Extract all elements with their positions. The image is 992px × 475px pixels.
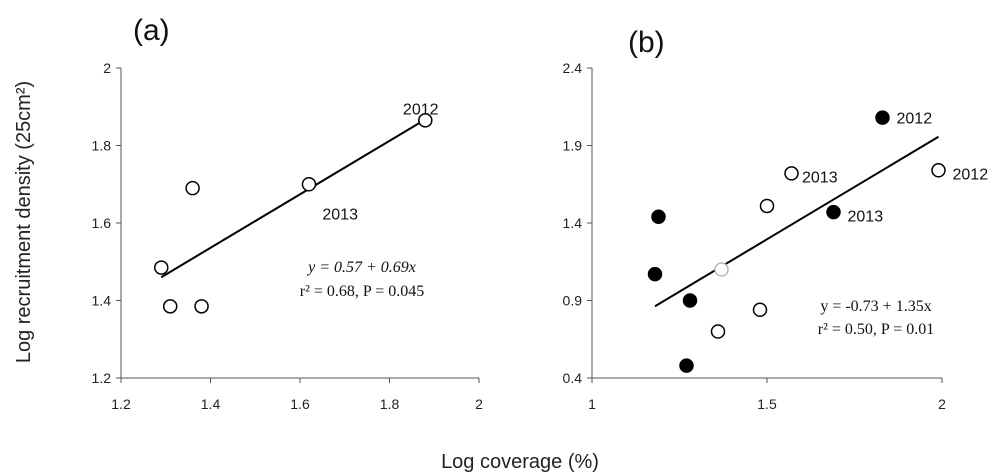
panel-b-x-tick-label: 1 <box>588 396 596 412</box>
panel-a-y-tick-label: 1.8 <box>92 138 112 154</box>
panel-a-x-tick-label: 1.6 <box>290 396 310 412</box>
panel-b-filled-point <box>682 293 698 308</box>
panel-a-open-point <box>185 180 200 196</box>
panel-b-regression-line <box>654 135 940 308</box>
panel-b-equation-line1: y = -0.73 + 1.35x <box>820 298 931 315</box>
panel-b-year-annotation: 2012 <box>897 111 933 128</box>
panel-b-y-tick-label: 2.4 <box>563 60 583 76</box>
panel-a-x-tick-label: 2 <box>475 396 483 412</box>
panel-a-regression-line <box>160 118 426 279</box>
panel-b: (b) y = -0.73 + 1.35x r² = 0.50, P = 0.0… <box>563 26 989 412</box>
panel-b-y-tick-label: 1.4 <box>563 215 583 231</box>
panel-b-year-annotation: 2013 <box>802 170 838 187</box>
panel-b-y-tick-label: 0.9 <box>563 293 583 309</box>
panel-a-equation-line2: r² = 0.68, P = 0.045 <box>300 283 424 300</box>
panel-a-open-point <box>162 299 178 314</box>
panel-b-gray-open-point <box>714 262 729 277</box>
panel-b-y-tick-label: 0.4 <box>563 370 583 386</box>
panel-b-filled-point <box>651 209 666 225</box>
panel-b-y-tick-label: 1.9 <box>563 138 583 154</box>
panel-a-x-tick-label: 1.8 <box>380 396 400 412</box>
panel-a-x-tick-label: 1.2 <box>111 396 131 412</box>
panel-a-y-tick-label: 1.4 <box>92 293 112 309</box>
panel-a-year-annotation: 2013 <box>322 206 358 223</box>
panel-a-open-point <box>301 177 317 192</box>
panel-b-open-point <box>759 198 775 214</box>
panel-a-open-point <box>418 113 433 128</box>
panel-a-open-point <box>194 299 209 314</box>
panel-a: (a) y = 0.57 + 0.69x r² = 0.68, P = 0.04… <box>92 14 484 412</box>
panel-a-y-tick-label: 1.6 <box>92 215 112 231</box>
panel-b-filled-point <box>647 266 663 282</box>
panel-b-x-tick-label: 2 <box>938 396 946 412</box>
panel-a-label: (a) <box>133 14 170 47</box>
panel-b-filled-point <box>875 110 890 125</box>
y-axis-label: Log recruitment density (25cm²) <box>13 81 35 363</box>
panel-a-x-tick-label: 1.4 <box>201 396 221 412</box>
panel-b-equation-line2: r² = 0.50, P = 0.01 <box>818 321 934 338</box>
panel-b-x-tick-label: 1.5 <box>757 396 777 412</box>
x-axis-label: Log coverage (%) <box>441 451 599 473</box>
panel-a-equation-line1: y = 0.57 + 0.69x <box>306 259 416 276</box>
panel-b-filled-point <box>679 358 694 373</box>
panel-b-open-point <box>752 302 768 318</box>
panel-a-y-tick-label: 1.2 <box>92 370 112 386</box>
panel-a-year-annotation: 2012 <box>403 102 439 119</box>
panel-a-y-tick-label: 2 <box>103 60 111 76</box>
panel-b-open-point <box>784 166 799 181</box>
panel-b-open-point <box>710 324 726 339</box>
panel-b-year-annotation: 2012 <box>953 166 989 183</box>
panel-a-open-point <box>154 260 169 275</box>
panel-b-year-annotation: 2013 <box>848 208 884 225</box>
panel-b-label: (b) <box>628 26 665 59</box>
panel-b-open-point <box>931 163 946 178</box>
panel-b-filled-point <box>826 204 841 220</box>
